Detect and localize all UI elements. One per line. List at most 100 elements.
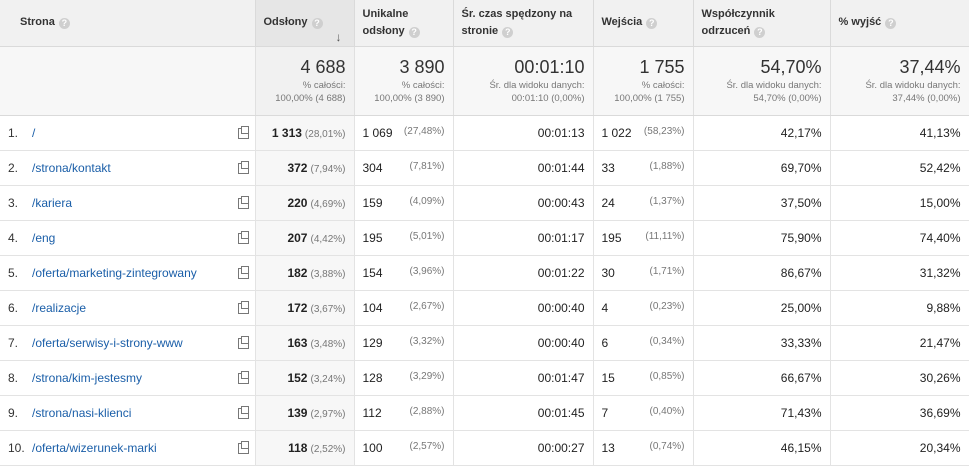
header-odslony[interactable]: Odsłony? ↓: [255, 0, 355, 47]
open-in-new-window-icon[interactable]: [237, 195, 249, 209]
time-value: 00:01:13: [537, 125, 585, 140]
wyjscia-cell: 21,47%: [830, 325, 969, 361]
time-value: 00:00:40: [537, 300, 585, 315]
unikalne-cell: 128 (3,29%): [354, 360, 454, 396]
open-in-new-window-icon[interactable]: [237, 440, 249, 454]
row-index: 3.: [8, 195, 19, 210]
open-in-new-window-icon[interactable]: [237, 160, 249, 174]
views-percent: (28,01%): [304, 128, 346, 140]
total-value: 1 755: [639, 56, 685, 77]
help-icon[interactable]: ?: [754, 26, 766, 38]
page-link[interactable]: /eng: [32, 230, 56, 245]
czas-cell: 00:00:27: [453, 430, 594, 466]
header-wejscia[interactable]: Wejścia?: [593, 0, 694, 47]
bounce-value: 37,50%: [780, 195, 822, 210]
help-icon[interactable]: ?: [58, 18, 70, 30]
unique-value: 100: [362, 440, 383, 455]
open-in-new-window-icon[interactable]: [237, 265, 249, 279]
header-label: Śr. czas spędzony na stronie: [461, 7, 573, 37]
page-link[interactable]: /realizacje: [32, 300, 87, 315]
total-value: 37,44%: [899, 56, 961, 77]
help-icon[interactable]: ?: [885, 18, 897, 30]
header-sredni-czas[interactable]: Śr. czas spędzony na stronie?: [453, 0, 594, 47]
page-cell: 1. /: [0, 115, 256, 151]
page-link[interactable]: /strona/kim-jestesmy: [32, 370, 143, 385]
views-value: 172: [287, 300, 308, 315]
views-percent: (2,97%): [310, 408, 346, 420]
header-procent-wyjsc[interactable]: % wyjść?: [830, 0, 969, 47]
page-cell: 2. /strona/kontakt: [0, 150, 256, 186]
odrzucenia-cell: 66,67%: [693, 360, 831, 396]
odslony-cell: 172 (3,67%): [255, 290, 355, 326]
time-value: 00:01:44: [537, 160, 585, 175]
open-in-new-window-icon[interactable]: [237, 405, 249, 419]
czas-cell: 00:00:43: [453, 185, 594, 221]
exit-value: 74,40%: [919, 230, 961, 245]
bounce-value: 86,67%: [780, 265, 822, 280]
total-value: 00:01:10: [514, 56, 585, 77]
czas-cell: 00:00:40: [453, 290, 594, 326]
odslony-cell: 118 (2,52%): [255, 430, 355, 466]
header-unikalne-odslony[interactable]: Unikalne odsłony?: [354, 0, 454, 47]
total-caption: Śr. dla widoku danych:: [865, 79, 961, 91]
unique-percent: (5,01%): [409, 230, 445, 242]
unique-value: 112: [362, 405, 382, 420]
odslony-cell: 372 (7,94%): [255, 150, 355, 186]
czas-cell: 00:01:47: [453, 360, 594, 396]
open-in-new-window-icon[interactable]: [237, 335, 249, 349]
unikalne-cell: 304 (7,81%): [354, 150, 454, 186]
bounce-value: 46,15%: [780, 440, 822, 455]
wejscia-cell: 33 (1,88%): [593, 150, 694, 186]
page-link[interactable]: /: [32, 125, 36, 140]
page-link[interactable]: /strona/nasi-klienci: [32, 405, 132, 420]
help-icon[interactable]: ?: [408, 26, 420, 38]
header-row: Strona? Odsłony? ↓ Unikalne odsłony? Śr. …: [0, 0, 969, 47]
open-in-new-window-icon[interactable]: [237, 300, 249, 314]
total-odrzucenia: 54,70% Śr. dla widoku danych: 54,70% (0,00…: [693, 46, 831, 116]
unique-value: 195: [362, 230, 383, 245]
wyjscia-cell: 20,34%: [830, 430, 969, 466]
help-icon[interactable]: ?: [646, 18, 658, 30]
open-in-new-window-icon[interactable]: [237, 125, 249, 139]
entries-percent: (0,23%): [649, 300, 685, 312]
total-caption: % całości:: [401, 79, 445, 91]
unique-value: 159: [362, 195, 383, 210]
unikalne-cell: 154 (3,96%): [354, 255, 454, 291]
entries-percent: (58,23%): [643, 125, 685, 137]
table-row: 3. /kariera 220 (4,69%) 159 (4,09%) 00:00:4…: [0, 185, 969, 221]
header-label: Unikalne odsłony: [362, 7, 409, 37]
header-strona[interactable]: Strona?: [0, 0, 256, 47]
unikalne-cell: 112 (2,88%): [354, 395, 454, 431]
odrzucenia-cell: 69,70%: [693, 150, 831, 186]
page-link[interactable]: /strona/kontakt: [32, 160, 111, 175]
odslony-cell: 182 (3,88%): [255, 255, 355, 291]
row-index: 5.: [8, 265, 19, 280]
total-value: 3 890: [399, 56, 445, 77]
page-link[interactable]: /oferta/marketing-zintegrowany: [32, 265, 197, 280]
odslony-cell: 152 (3,24%): [255, 360, 355, 396]
totals-row: 4 688% całości: 100,00% (4 688) 3 890% ca…: [0, 46, 969, 116]
time-value: 00:01:17: [537, 230, 585, 245]
entries-value: 195: [601, 230, 622, 245]
open-in-new-window-icon[interactable]: [237, 370, 249, 384]
row-index: 7.: [8, 335, 19, 350]
help-icon[interactable]: ?: [311, 18, 323, 30]
unique-value: 304: [362, 160, 383, 175]
entries-value: 15: [601, 370, 615, 385]
page-link[interactable]: /kariera: [32, 195, 73, 210]
page-link[interactable]: /oferta/wizerunek-marki: [32, 440, 157, 455]
views-percent: (3,24%): [310, 373, 346, 385]
odslony-cell: 207 (4,42%): [255, 220, 355, 256]
open-in-new-window-icon[interactable]: [237, 230, 249, 244]
exit-value: 20,34%: [919, 440, 961, 455]
entries-percent: (1,71%): [649, 265, 685, 277]
entries-percent: (0,34%): [649, 335, 685, 347]
czas-cell: 00:01:44: [453, 150, 594, 186]
sort-down-arrow-icon[interactable]: ↓: [335, 30, 342, 45]
header-wspolczynnik-odrzucen[interactable]: Współczynnik odrzuceń?: [693, 0, 831, 47]
views-percent: (4,42%): [310, 233, 346, 245]
entries-percent: (0,74%): [649, 440, 685, 452]
help-icon[interactable]: ?: [502, 26, 514, 38]
page-link[interactable]: /oferta/serwisy-i-strony-www: [32, 335, 183, 350]
entries-value: 33: [601, 160, 615, 175]
